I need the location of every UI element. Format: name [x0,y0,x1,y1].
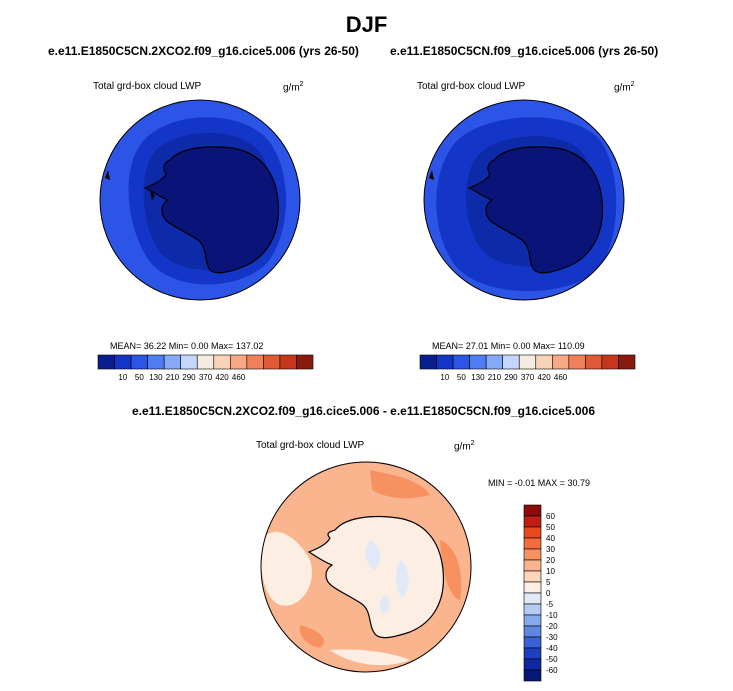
panel-2-colorbar-box [436,354,454,370]
diff-colorbar-tick-label: -10 [546,611,558,620]
panel-1-colorbar-box [279,354,297,370]
panel-1-colorbar-box [263,354,281,370]
panel-1-colorbar-box [163,354,181,370]
panel-2-colorbar-box [419,354,437,370]
diff-colorbar-box [523,669,542,682]
panel-1-colorbar-box [97,354,115,370]
panel-1-variable-label: Total grd-box cloud LWP [93,81,202,92]
panel-2-colorbar-tick-label: 370 [521,373,535,382]
panel-1-colorbar-box [246,354,264,370]
diff-colorbar-box [523,504,542,517]
diff-colorbar-tick-label: 30 [546,545,555,554]
diff-variable-label: Total grd-box cloud LWP [256,440,365,451]
panel-1-colorbar-box [180,354,198,370]
panel-2-colorbar-box [552,354,570,370]
diff-colorbar-tick-label: 40 [546,534,555,543]
panel-2-colorbar-tick-label: 130 [471,373,485,382]
panel-2-colorbar: 10 50 130 210 290 370 420 460 [419,354,636,382]
diff-colorbar-box [523,625,542,638]
diff-colorbar-tick-label: 50 [546,523,555,532]
diff-colorbar-tick-label: 5 [546,578,551,587]
panel-2-colorbar-tick-label: 290 [504,373,518,382]
panel-1-colorbar-tick-label: 420 [215,373,229,382]
diff-units-label: g/m2 [454,440,475,453]
diff-colorbar-box [523,515,542,528]
diff-colorbar-tick-label: -60 [546,666,558,675]
panel-1-colorbar-box [196,354,215,370]
panel-2-antarctica [467,146,604,274]
panel-1-colorbar-box [114,354,132,370]
diff-colorbar-tick-label: 0 [546,589,551,598]
panel-2-colorbar-box [585,354,603,370]
panel-1-colorbar-box [130,354,148,370]
diff-colorbar-box [523,581,542,594]
panel-2-colorbar-tick-label: 460 [554,373,568,382]
diff-colorbar-tick-label: 20 [546,556,555,565]
panel-1-colorbar-tick-label: 460 [232,373,246,382]
diff-colorbar-box [523,636,542,649]
panel-1-colorbar-box [296,354,314,370]
panel-2-colorbar-box [452,354,470,370]
panel-1-stats: MEAN= 36.22 Min= 0.00 Max= 137.02 [110,341,264,351]
diff-colorbar-box [523,559,542,572]
panel-2-colorbar-box [502,354,520,370]
diff-colorbar-tick-label: 60 [546,512,555,521]
page-title: DJF [345,12,388,37]
diff-colorbar-tick-label: -5 [546,600,554,609]
panel-1-colorbar-tick-label: 370 [199,373,213,382]
panel-1-case-title: e.e11.E1850C5CN.2XCO2.f09_g16.cice5.006 … [48,44,359,58]
panel-1-colorbar-tick-label: 50 [135,373,144,382]
diff-colorbar-tick-label: 10 [546,567,555,576]
diff-map [260,461,472,673]
panel-2-units-label: g/m2 [614,81,635,94]
diff-colorbar-box [523,537,542,550]
panel-1-colorbar-box [213,354,231,370]
panel-1-colorbar-box [147,354,165,370]
panel-2-colorbar-box [518,354,537,370]
diff-colorbar-box [523,614,542,627]
panel-2-colorbar-tick-label: 10 [440,373,449,382]
panel-1-units-label: g/m2 [283,81,304,94]
panel-2-colorbar-box [568,354,586,370]
panel-1-map [99,99,301,301]
panel-2-colorbar-tick-label: 50 [457,373,466,382]
panel-2-stats: MEAN= 27.01 Min= 0.00 Max= 110.09 [432,341,585,351]
panel-1-colorbar-tick-label: 130 [149,373,163,382]
diff-colorbar-box [523,526,542,539]
diff-colorbar-box [523,548,542,561]
panel-2-colorbar-box [618,354,636,370]
panel-1-colorbar-tick-label: 290 [182,373,196,382]
panel-1-antarctica [143,146,280,274]
panel-2-colorbar-tick-label: 420 [537,373,551,382]
panel-2-colorbar-box [485,354,503,370]
diff-colorbar-box [523,603,542,616]
panel-1-colorbar-box [230,354,248,370]
panel-1-colorbar-tick-label: 10 [118,373,127,382]
diff-stats: MIN = -0.01 MAX = 30.79 [488,478,591,488]
panel-2-colorbar-box [601,354,619,370]
diff-title: e.e11.E1850C5CN.2XCO2.f09_g16.cice5.006 … [132,404,595,418]
panel-2-colorbar-tick-label: 210 [488,373,502,382]
panel-2-colorbar-box [535,354,553,370]
panel-2-case-title: e.e11.E1850C5CN.f09_g16.cice5.006 (yrs 2… [390,44,659,58]
diff-colorbar-box [523,658,542,671]
panel-1-colorbar-tick-label: 210 [166,373,180,382]
diff-colorbar-tick-label: -30 [546,633,558,642]
panel-2-colorbar-box [469,354,487,370]
diff-colorbar-box [523,647,542,660]
diff-colorbar-tick-label: -40 [546,644,558,653]
diff-colorbar-tick-label: -50 [546,655,558,664]
panel-1-colorbar: 10 50 130 210 290 370 420 460 [97,354,314,382]
diff-colorbar-box [523,570,542,583]
diff-colorbar-box [523,592,542,605]
panel-2-map [423,99,625,301]
diff-colorbar-tick-label: -20 [546,622,558,631]
diff-antarctica [307,515,445,639]
panel-2-variable-label: Total grd-box cloud LWP [417,81,526,92]
